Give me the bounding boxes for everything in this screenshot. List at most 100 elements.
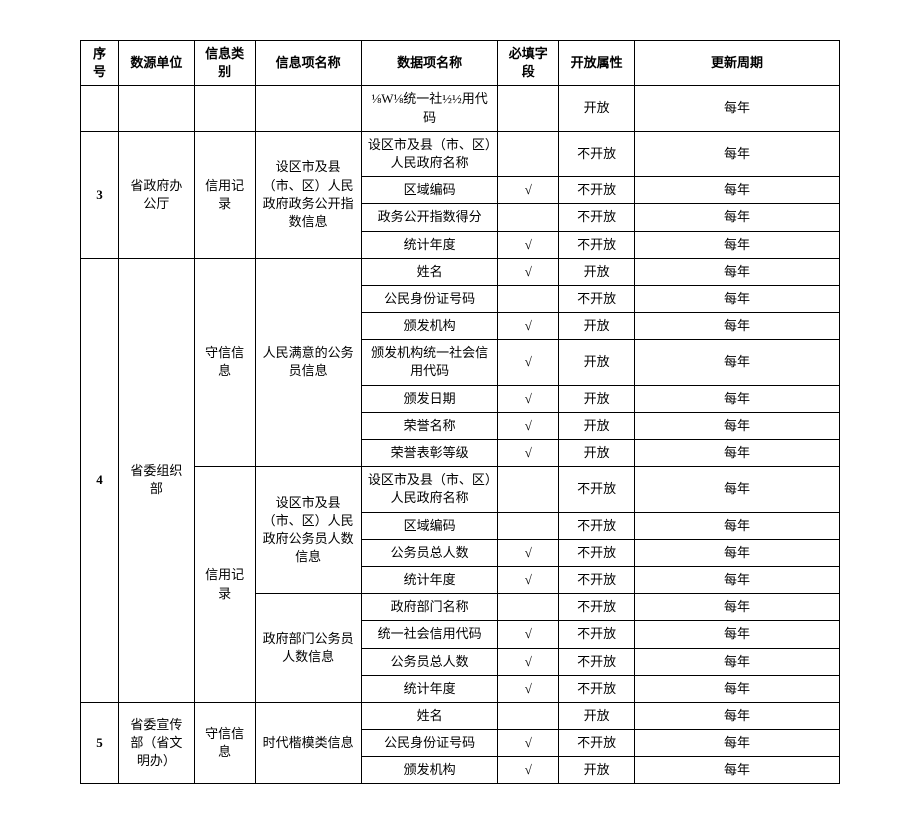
col-cycle: 更新周期 bbox=[635, 41, 840, 86]
req-cell: √ bbox=[498, 313, 559, 340]
item-cell: 设区市及县（市、区）人民政府政务公开指数信息 bbox=[255, 131, 361, 258]
col-cat: 信息类别 bbox=[194, 41, 255, 86]
open-cell: 不开放 bbox=[559, 594, 635, 621]
cycle-cell: 每年 bbox=[635, 231, 840, 258]
data-cell: 颁发机构 bbox=[361, 757, 498, 784]
table-row: 信用记录 设区市及县（市、区）人民政府公务员人数信息 设区市及县（市、区）人民政… bbox=[81, 467, 840, 512]
item-cell: 人民满意的公务员信息 bbox=[255, 258, 361, 467]
cycle-cell: 每年 bbox=[635, 512, 840, 539]
req-cell: √ bbox=[498, 566, 559, 593]
item-cell: 设区市及县（市、区）人民政府公务员人数信息 bbox=[255, 467, 361, 594]
req-cell: √ bbox=[498, 385, 559, 412]
table-row: 5 省委宣传部（省文明办） 守信信息 时代楷模类信息 姓名 开放 每年 bbox=[81, 702, 840, 729]
data-cell: 统计年度 bbox=[361, 675, 498, 702]
cycle-cell: 每年 bbox=[635, 313, 840, 340]
open-cell: 不开放 bbox=[559, 621, 635, 648]
data-cell: 公民身份证号码 bbox=[361, 285, 498, 312]
open-cell: 开放 bbox=[559, 340, 635, 385]
req-cell: √ bbox=[498, 440, 559, 467]
open-cell: 不开放 bbox=[559, 648, 635, 675]
open-cell: 开放 bbox=[559, 86, 635, 131]
cycle-cell: 每年 bbox=[635, 258, 840, 285]
cycle-cell: 每年 bbox=[635, 285, 840, 312]
open-cell: 不开放 bbox=[559, 512, 635, 539]
cycle-cell: 每年 bbox=[635, 467, 840, 512]
open-cell: 不开放 bbox=[559, 467, 635, 512]
data-cell: 姓名 bbox=[361, 258, 498, 285]
data-cell: 政府部门名称 bbox=[361, 594, 498, 621]
col-data: 数据项名称 bbox=[361, 41, 498, 86]
open-cell: 开放 bbox=[559, 258, 635, 285]
data-cell: 公民身份证号码 bbox=[361, 730, 498, 757]
cycle-cell: 每年 bbox=[635, 340, 840, 385]
cycle-cell: 每年 bbox=[635, 757, 840, 784]
cycle-cell: 每年 bbox=[635, 131, 840, 176]
col-seq: 序号 bbox=[81, 41, 119, 86]
cycle-cell: 每年 bbox=[635, 440, 840, 467]
col-open: 开放属性 bbox=[559, 41, 635, 86]
open-cell: 开放 bbox=[559, 757, 635, 784]
data-cell: 统计年度 bbox=[361, 566, 498, 593]
req-cell: √ bbox=[498, 231, 559, 258]
data-cell: 颁发日期 bbox=[361, 385, 498, 412]
req-cell: √ bbox=[498, 675, 559, 702]
table-row: 3 省政府办公厅 信用记录 设区市及县（市、区）人民政府政务公开指数信息 设区市… bbox=[81, 131, 840, 176]
req-cell: √ bbox=[498, 648, 559, 675]
cycle-cell: 每年 bbox=[635, 648, 840, 675]
data-cell: 颁发机构 bbox=[361, 313, 498, 340]
open-cell: 开放 bbox=[559, 412, 635, 439]
data-cell: 荣誉表彰等级 bbox=[361, 440, 498, 467]
src-cell: 省委组织部 bbox=[118, 258, 194, 702]
src-cell: 省政府办公厅 bbox=[118, 131, 194, 258]
open-cell: 不开放 bbox=[559, 231, 635, 258]
cycle-cell: 每年 bbox=[635, 539, 840, 566]
seq-cell: 4 bbox=[81, 258, 119, 702]
open-cell: 不开放 bbox=[559, 131, 635, 176]
open-cell: 不开放 bbox=[559, 285, 635, 312]
cat-cell: 守信信息 bbox=[194, 258, 255, 467]
seq-cell: 3 bbox=[81, 131, 119, 258]
data-cell: 颁发机构统一社会信用代码 bbox=[361, 340, 498, 385]
data-cell: 公务员总人数 bbox=[361, 648, 498, 675]
item-cell: 政府部门公务员人数信息 bbox=[255, 594, 361, 703]
open-cell: 开放 bbox=[559, 385, 635, 412]
data-cell: 统一社会信用代码 bbox=[361, 621, 498, 648]
req-cell: √ bbox=[498, 757, 559, 784]
cycle-cell: 每年 bbox=[635, 177, 840, 204]
data-cell: 区域编码 bbox=[361, 177, 498, 204]
open-cell: 不开放 bbox=[559, 539, 635, 566]
cycle-cell: 每年 bbox=[635, 702, 840, 729]
open-cell: 不开放 bbox=[559, 730, 635, 757]
cycle-cell: 每年 bbox=[635, 621, 840, 648]
cat-cell: 信用记录 bbox=[194, 467, 255, 703]
table-header-row: 序号 数源单位 信息类别 信息项名称 数据项名称 必填字段 开放属性 更新周期 bbox=[81, 41, 840, 86]
open-cell: 不开放 bbox=[559, 566, 635, 593]
cat-cell: 守信信息 bbox=[194, 702, 255, 784]
cycle-cell: 每年 bbox=[635, 730, 840, 757]
data-cell: ⅛W⅛统一社½½用代码 bbox=[361, 86, 498, 131]
req-cell: √ bbox=[498, 412, 559, 439]
table-row: 4 省委组织部 守信信息 人民满意的公务员信息 姓名 √ 开放 每年 bbox=[81, 258, 840, 285]
data-cell: 设区市及县（市、区）人民政府名称 bbox=[361, 131, 498, 176]
open-cell: 开放 bbox=[559, 702, 635, 729]
cat-cell: 信用记录 bbox=[194, 131, 255, 258]
req-cell: √ bbox=[498, 177, 559, 204]
col-src: 数源单位 bbox=[118, 41, 194, 86]
col-item: 信息项名称 bbox=[255, 41, 361, 86]
open-cell: 开放 bbox=[559, 313, 635, 340]
req-cell: √ bbox=[498, 258, 559, 285]
cycle-cell: 每年 bbox=[635, 86, 840, 131]
data-cell: 政务公开指数得分 bbox=[361, 204, 498, 231]
req-cell: √ bbox=[498, 730, 559, 757]
req-cell: √ bbox=[498, 621, 559, 648]
table-row: ⅛W⅛统一社½½用代码 开放 每年 bbox=[81, 86, 840, 131]
cycle-cell: 每年 bbox=[635, 566, 840, 593]
data-cell: 荣誉名称 bbox=[361, 412, 498, 439]
open-cell: 开放 bbox=[559, 440, 635, 467]
col-req: 必填字段 bbox=[498, 41, 559, 86]
data-cell: 统计年度 bbox=[361, 231, 498, 258]
cycle-cell: 每年 bbox=[635, 204, 840, 231]
cycle-cell: 每年 bbox=[635, 385, 840, 412]
data-cell: 区域编码 bbox=[361, 512, 498, 539]
open-cell: 不开放 bbox=[559, 204, 635, 231]
